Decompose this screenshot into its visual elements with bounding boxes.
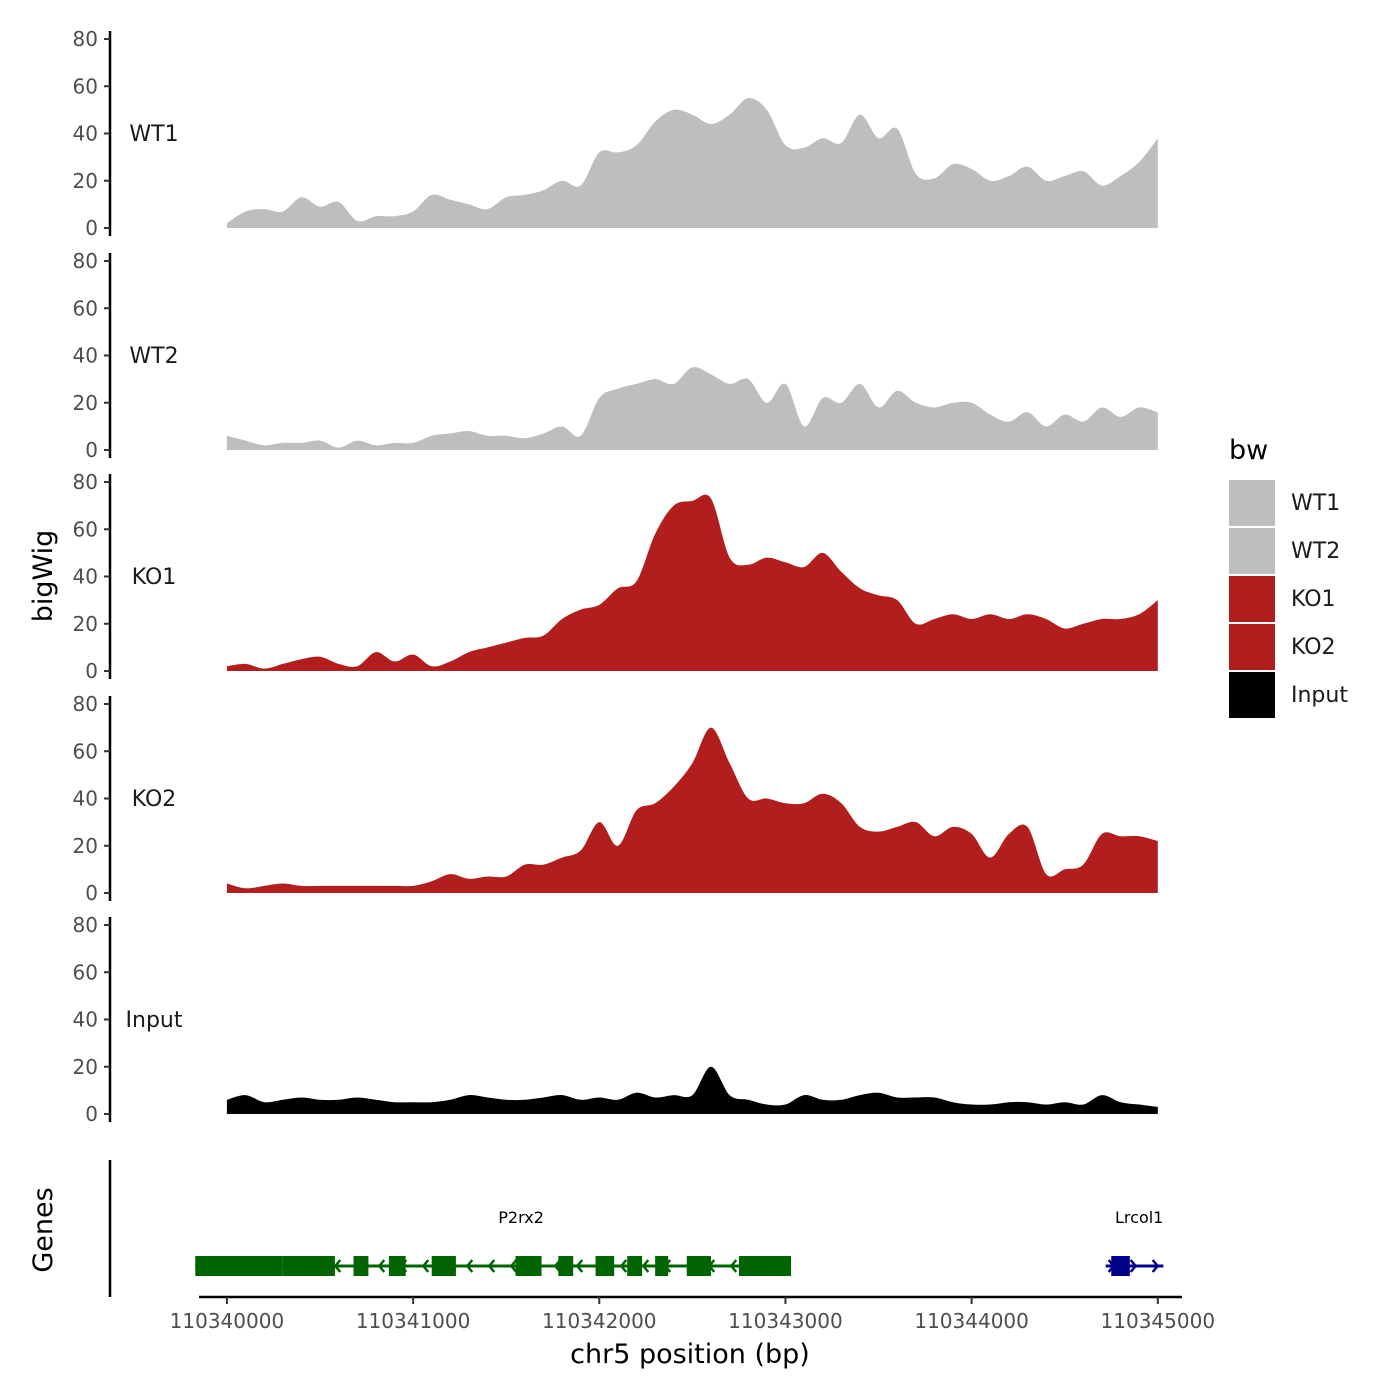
- track-wt1: 0 20 40 60 80 WT1: [73, 27, 1158, 240]
- x-tick-label: 110343000: [728, 1309, 843, 1333]
- legend-swatch-ko2: [1229, 624, 1275, 670]
- y-tick-label: 40: [73, 787, 98, 811]
- y-tick-label: 80: [73, 27, 98, 51]
- strand-arrow: [509, 1259, 518, 1273]
- gene-exon: [595, 1256, 615, 1276]
- legend-label-wt2: WT2: [1291, 539, 1340, 564]
- coverage-area-ko2: [226, 727, 1158, 893]
- y-tick-label: 40: [73, 122, 98, 146]
- y-tick-label: 40: [73, 565, 98, 589]
- y-tick-label: 0: [85, 438, 98, 462]
- legend-swatch-wt2: [1229, 528, 1275, 574]
- y-tick-label: 60: [73, 296, 98, 320]
- x-axis-title: chr5 position (bp): [570, 1339, 810, 1370]
- legend-swatch-input: [1229, 672, 1275, 718]
- x-tick-label: 110341000: [356, 1309, 471, 1333]
- gene-label: P2rx2: [498, 1208, 544, 1227]
- y-tick-label: 20: [73, 169, 98, 193]
- legend: bw WT1 WT2 KO1 KO2 Input: [1229, 435, 1348, 718]
- x-axis: 110340000 110341000 110342000 110343000 1103…: [170, 1295, 1216, 1333]
- coverage-area-input: [226, 1066, 1158, 1114]
- genes-panel: P2rx2 Lrcol1: [108, 1160, 1164, 1297]
- gene-exon: [195, 1256, 283, 1276]
- y-tick-label: 0: [85, 1102, 98, 1126]
- gene-exon: [353, 1256, 369, 1276]
- strand-arrow: [333, 1259, 342, 1273]
- strand-arrow: [575, 1259, 584, 1273]
- coverage-tracks: 0 20 40 60 80 WT1 0 20 40 60 80 WT2 0 20 40 60 80 KO1 0 20 4…: [73, 27, 1158, 1126]
- track-label: WT1: [129, 122, 178, 147]
- strand-arrow: [619, 1259, 628, 1273]
- legend-label-wt1: WT1: [1291, 491, 1340, 516]
- y-tick-label: 40: [73, 1008, 98, 1032]
- gene-exon: [738, 1256, 792, 1276]
- x-tick-label: 110340000: [170, 1309, 285, 1333]
- y-tick-label: 80: [73, 249, 98, 273]
- y-tick-label: 0: [85, 659, 98, 683]
- y-axis-title: bigWig: [28, 530, 59, 623]
- x-tick-label: 110342000: [542, 1309, 657, 1333]
- legend-title: bw: [1229, 435, 1268, 466]
- gene-lrcol1: Lrcol1: [1105, 1208, 1164, 1276]
- legend-label-ko1: KO1: [1291, 587, 1336, 612]
- strand-arrow: [465, 1259, 474, 1273]
- y-tick-label: 40: [73, 344, 98, 368]
- y-tick-label: 60: [73, 739, 98, 763]
- y-tick-label: 80: [73, 913, 98, 937]
- track-ko2: 0 20 40 60 80 KO2: [73, 692, 1158, 905]
- y-tick-label: 60: [73, 960, 98, 984]
- strand-arrow: [1151, 1259, 1160, 1273]
- strand-arrow: [729, 1259, 738, 1273]
- genes-axis-title: Genes: [28, 1187, 59, 1272]
- legend-label-input: Input: [1291, 683, 1348, 708]
- track-label: Input: [126, 1008, 183, 1033]
- y-tick-label: 0: [85, 881, 98, 905]
- gene-p2rx2: P2rx2: [195, 1208, 792, 1276]
- gene-exon: [515, 1256, 542, 1276]
- legend-swatch-wt1: [1229, 480, 1275, 526]
- y-tick-label: 60: [73, 517, 98, 541]
- strand-arrow: [487, 1259, 496, 1273]
- gene-exon: [431, 1256, 456, 1276]
- legend-swatch-ko1: [1229, 576, 1275, 622]
- x-tick-label: 110345000: [1101, 1309, 1216, 1333]
- gene-exon: [558, 1256, 574, 1276]
- coverage-area-ko1: [226, 494, 1158, 671]
- y-tick-label: 20: [73, 612, 98, 636]
- track-label: KO1: [132, 565, 177, 590]
- y-tick-label: 60: [73, 74, 98, 98]
- y-tick-label: 80: [73, 470, 98, 494]
- track-ko1: 0 20 40 60 80 KO1: [73, 470, 1158, 683]
- strand-arrow: [421, 1259, 430, 1273]
- coverage-area-wt2: [226, 367, 1158, 450]
- y-tick-label: 20: [73, 1055, 98, 1079]
- track-label: KO2: [132, 787, 177, 812]
- track-wt2: 0 20 40 60 80 WT2: [73, 249, 1158, 462]
- coverage-area-wt1: [226, 98, 1158, 229]
- gene-exon: [282, 1256, 335, 1276]
- y-tick-label: 80: [73, 692, 98, 716]
- y-tick-label: 0: [85, 216, 98, 240]
- gene-exon: [388, 1256, 406, 1276]
- strand-arrow: [1129, 1259, 1138, 1273]
- strand-arrow: [641, 1259, 650, 1273]
- gene-exon: [686, 1256, 711, 1276]
- gene-exon: [627, 1256, 643, 1276]
- gene-label: Lrcol1: [1115, 1208, 1163, 1227]
- y-tick-label: 20: [73, 834, 98, 858]
- y-tick-label: 20: [73, 391, 98, 415]
- strand-arrow: [377, 1259, 386, 1273]
- x-tick-label: 110344000: [914, 1309, 1029, 1333]
- track-label: WT2: [129, 344, 178, 369]
- legend-label-ko2: KO2: [1291, 635, 1336, 660]
- gene-exon: [655, 1256, 669, 1276]
- gene-exon: [1111, 1256, 1130, 1276]
- track-input: 0 20 40 60 80 Input: [73, 913, 1158, 1126]
